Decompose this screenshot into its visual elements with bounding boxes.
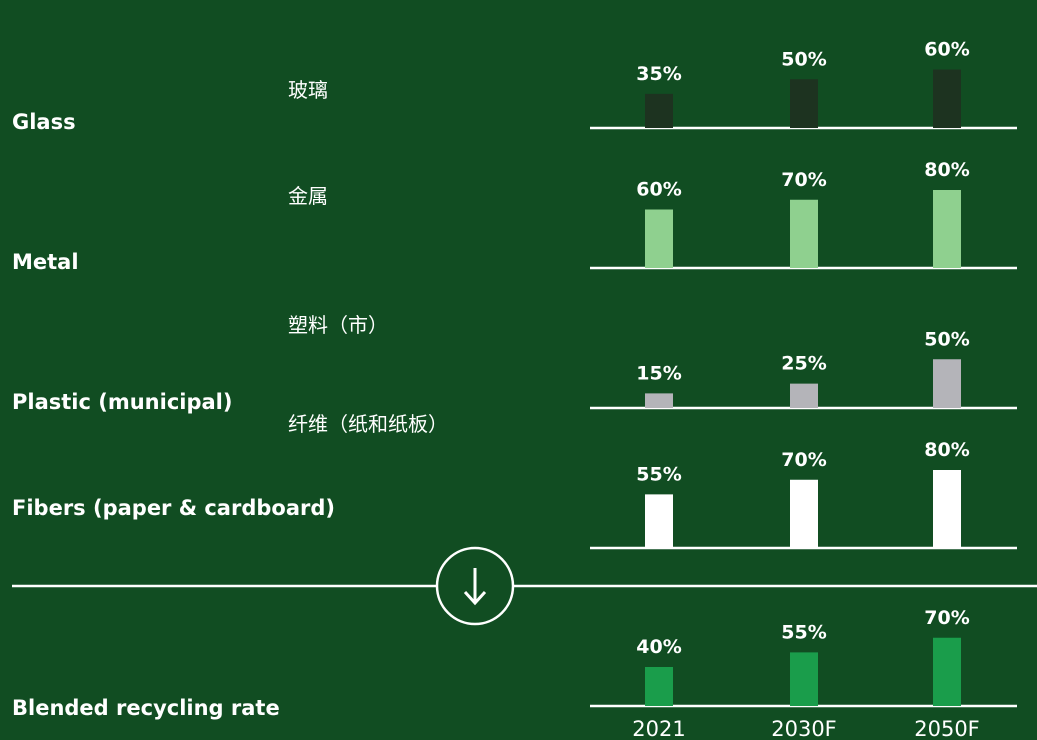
value-label: 50% [924, 328, 969, 350]
x-tick-label: 2021 [632, 717, 685, 740]
value-label: 50% [781, 48, 826, 70]
row-label: Glass [12, 110, 76, 134]
value-label: 70% [924, 607, 969, 629]
bar [645, 209, 673, 268]
row-label: Blended recycling rate [12, 696, 280, 720]
value-label: 70% [781, 449, 826, 471]
row-label-zh: 金属 [288, 184, 328, 208]
value-label: 60% [636, 179, 681, 201]
bar [933, 637, 961, 706]
down-arrow [463, 568, 487, 606]
bar [790, 383, 818, 408]
row-label-zh: 玻璃 [288, 78, 328, 102]
value-label: 80% [924, 439, 969, 461]
value-label: 60% [924, 39, 969, 61]
bar [645, 393, 673, 408]
row-label: Fibers (paper & cardboard) [12, 496, 335, 520]
arrow-circle [435, 546, 515, 626]
bar [790, 479, 818, 548]
row-label: Metal [12, 250, 79, 274]
value-label: 80% [924, 159, 969, 181]
bar [790, 652, 818, 706]
x-tick-label: 2050F [914, 717, 980, 740]
value-label: 25% [781, 353, 826, 375]
bar [933, 190, 961, 268]
bar [645, 667, 673, 706]
value-label: 55% [781, 621, 826, 643]
bar [790, 199, 818, 268]
bar [645, 93, 673, 128]
x-tick-label: 2030F [771, 717, 837, 740]
bar [933, 359, 961, 408]
value-label: 35% [636, 63, 681, 85]
row-label-zh: 纤维（纸和纸板） [288, 412, 448, 436]
bar [790, 79, 818, 128]
row-label: Plastic (municipal) [12, 390, 233, 414]
value-label: 70% [781, 169, 826, 191]
bar [933, 69, 961, 128]
value-label: 15% [636, 362, 681, 384]
row-label-zh: 塑料（市） [288, 313, 388, 337]
value-label: 55% [636, 463, 681, 485]
bar [933, 470, 961, 548]
value-label: 40% [636, 636, 681, 658]
bar [645, 494, 673, 548]
